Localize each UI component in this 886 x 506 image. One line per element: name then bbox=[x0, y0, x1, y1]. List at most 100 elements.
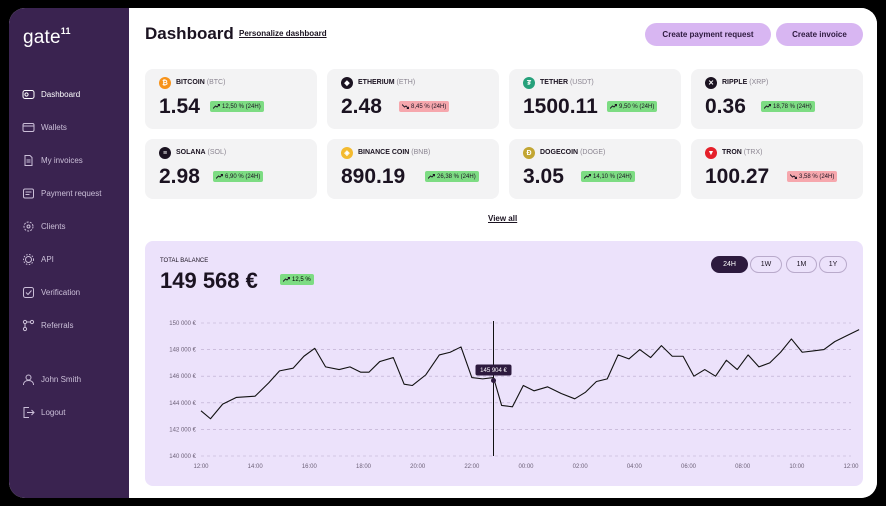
period-1m-button[interactable]: 1M bbox=[786, 256, 817, 273]
tron-icon: ▼ bbox=[705, 147, 717, 159]
coin-change-badge: 18,78 % (24H) bbox=[761, 101, 815, 112]
coin-ticker: (ETH) bbox=[396, 79, 416, 86]
balance-line-chart: 150 000 € 148 000 € 146 000 € 144 000 € 142 … bbox=[169, 321, 860, 470]
coin-card-tron[interactable]: ▼ TRON (TRX) 100.27 3,58 % (24H) bbox=[691, 139, 863, 199]
invoice-icon bbox=[24, 154, 33, 166]
x-tick-label: 14:00 bbox=[248, 464, 264, 470]
x-tick-label: 22:00 bbox=[464, 464, 480, 470]
tether-icon: ₮ bbox=[523, 77, 535, 89]
trend-up-icon bbox=[764, 104, 771, 109]
coin-ticker: (BTC) bbox=[206, 79, 226, 86]
tooltip-box bbox=[475, 364, 512, 376]
coin-balance: 100.27 bbox=[705, 165, 770, 188]
sidebar-item-referrals[interactable]: Referrals bbox=[22, 318, 73, 332]
coin-name: DOGECOIN bbox=[540, 149, 579, 156]
payment-request-icon bbox=[23, 188, 34, 198]
x-tick-label: 00:00 bbox=[518, 464, 534, 470]
period-24h-button[interactable]: 24H bbox=[711, 256, 748, 273]
binance-coin-icon: ◈ bbox=[341, 147, 353, 159]
sidebar-logout[interactable]: Logout bbox=[22, 405, 65, 419]
balance-series-line bbox=[200, 329, 860, 420]
trend-up-icon bbox=[216, 174, 223, 179]
coin-change-badge: 9,50 % (24H) bbox=[607, 101, 658, 112]
x-tick-label: 08:00 bbox=[735, 464, 751, 470]
period-1y-button[interactable]: 1Y bbox=[819, 256, 847, 273]
sidebar-item-my-invoices[interactable]: My invoices bbox=[22, 153, 83, 167]
create-invoice-button[interactable]: Create invoice bbox=[776, 23, 863, 46]
coin-change-badge: 3,58 % (24H) bbox=[787, 171, 838, 182]
app-window: gate11 Dashboard Wallets My invoices Paymen… bbox=[9, 8, 877, 498]
sidebar-item-clients[interactable]: Clients bbox=[22, 219, 65, 233]
coin-card-binance-coin[interactable]: ◈ BINANCE COIN (BNB) 890.19 26,38 % (24H) bbox=[327, 139, 499, 199]
coin-name: BINANCE COIN bbox=[358, 149, 410, 156]
coin-card-dogecoin[interactable]: Ð DOGECOIN (DOGE) 3.05 14,10 % (24H) bbox=[509, 139, 681, 199]
sidebar-item-dashboard[interactable]: Dashboard bbox=[22, 87, 80, 101]
personalize-dashboard-link[interactable]: Personalize dashboard bbox=[239, 29, 327, 38]
coin-card-bitcoin[interactable]: ₿ BITCOIN (BTC) 1.54 12,50 % (24H) bbox=[145, 69, 317, 129]
coin-name: BITCOIN bbox=[176, 79, 205, 86]
coin-balance: 2.48 bbox=[341, 95, 382, 118]
view-all-link[interactable]: View all bbox=[488, 214, 518, 223]
verification-icon bbox=[23, 286, 34, 298]
coin-change-badge: 14,10 % (24H) bbox=[581, 171, 635, 182]
coin-ticker: (DOGE) bbox=[580, 149, 606, 156]
y-tick-label: 148 000 € bbox=[169, 348, 196, 354]
trend-up-icon bbox=[213, 104, 220, 109]
coin-balance: 1500.11 bbox=[523, 95, 598, 118]
api-icon bbox=[23, 253, 34, 265]
trend-up-icon bbox=[428, 174, 435, 179]
sidebar: gate11 Dashboard Wallets My invoices Paymen… bbox=[9, 8, 129, 498]
y-tick-label: 150 000 € bbox=[169, 321, 196, 327]
sidebar-item-verification[interactable]: Verification bbox=[22, 285, 80, 299]
coin-ticker: (USDT) bbox=[569, 79, 594, 86]
trend-up-icon bbox=[584, 174, 591, 179]
etherium-icon: ◆ bbox=[341, 77, 353, 89]
logo[interactable]: gate11 bbox=[23, 26, 71, 48]
total-balance-value: 149 568 € bbox=[160, 268, 258, 293]
coin-ticker: (SOL) bbox=[207, 149, 227, 156]
y-tick-label: 144 000 € bbox=[169, 401, 196, 407]
x-tick-label: 02:00 bbox=[573, 464, 589, 470]
coin-change-badge: 26,38 % (24H) bbox=[425, 171, 479, 182]
coin-card-etherium[interactable]: ◆ ETHERIUM (ETH) 2.48 8,45 % (24H) bbox=[327, 69, 499, 129]
create-payment-request-button[interactable]: Create payment request bbox=[645, 23, 771, 46]
sidebar-item-wallets[interactable]: Wallets bbox=[22, 120, 67, 134]
logout-icon bbox=[23, 406, 35, 418]
y-tick-label: 142 000 € bbox=[169, 427, 196, 433]
coin-card-solana[interactable]: ≡ SOLANA (SOL) 2.98 6,90 % (24H) bbox=[145, 139, 317, 199]
sidebar-item-payment-request[interactable]: Payment request bbox=[22, 186, 101, 200]
main-content: Dashboard Personalize dashboard Create p… bbox=[129, 8, 877, 498]
coin-balance: 3.05 bbox=[523, 165, 564, 188]
x-tick-label: 12:00 bbox=[843, 464, 859, 470]
sidebar-item-api[interactable]: API bbox=[22, 252, 54, 266]
coin-change-badge: 8,45 % (24H) bbox=[399, 101, 450, 112]
coin-ticker: (BNB) bbox=[411, 149, 431, 156]
coin-balance: 890.19 bbox=[341, 165, 406, 188]
coin-ticker: (XRP) bbox=[749, 79, 769, 86]
sidebar-user[interactable]: John Smith bbox=[22, 372, 81, 386]
referrals-icon bbox=[22, 319, 35, 331]
hover-point bbox=[491, 377, 496, 383]
period-1w-button[interactable]: 1W bbox=[750, 256, 782, 273]
coin-change-badge: 12,50 % (24H) bbox=[210, 101, 264, 112]
x-tick-label: 06:00 bbox=[681, 464, 697, 470]
trend-down-icon bbox=[402, 104, 409, 109]
ripple-icon: ✕ bbox=[705, 77, 717, 89]
coin-card-tether[interactable]: ₮ TETHER (USDT) 1500.11 9,50 % (24H) bbox=[509, 69, 681, 129]
solana-icon: ≡ bbox=[159, 147, 171, 159]
dashboard-icon bbox=[22, 89, 35, 99]
trend-up-icon bbox=[610, 104, 617, 109]
coin-name: SOLANA bbox=[176, 149, 206, 156]
y-tick-label: 146 000 € bbox=[169, 374, 196, 380]
balance-panel: TOTAL BALANCE 149 568 € 12,5 % 24H 1W 1M 1Y… bbox=[145, 241, 863, 486]
coin-name: RIPPLE bbox=[722, 79, 748, 86]
wallet-icon bbox=[22, 122, 35, 132]
page-title: Dashboard bbox=[145, 24, 234, 43]
x-tick-label: 20:00 bbox=[410, 464, 426, 470]
coin-name: ETHERIUM bbox=[358, 79, 395, 86]
coin-balance: 1.54 bbox=[159, 95, 200, 118]
x-tick-label: 04:00 bbox=[627, 464, 643, 470]
coin-card-ripple[interactable]: ✕ RIPPLE (XRP) 0.36 18,78 % (24H) bbox=[691, 69, 863, 129]
coin-name: TRON bbox=[722, 149, 742, 156]
coin-balance: 2.98 bbox=[159, 165, 200, 188]
